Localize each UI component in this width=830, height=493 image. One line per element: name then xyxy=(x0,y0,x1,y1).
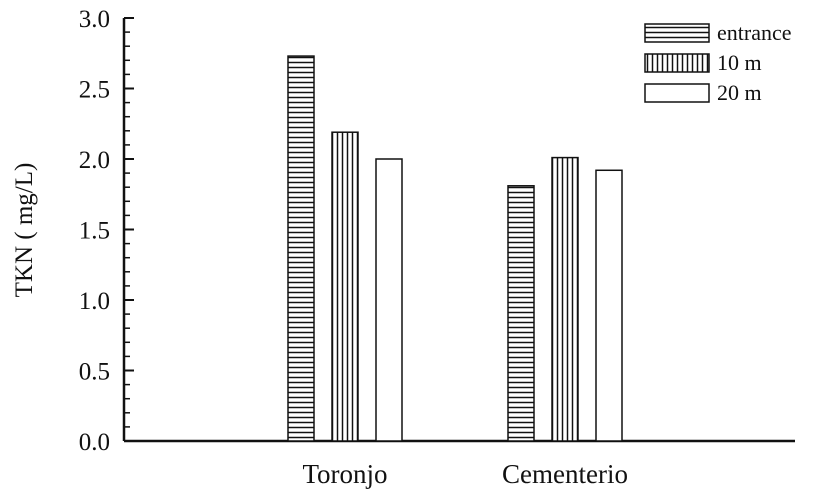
legend-swatch xyxy=(644,83,710,103)
legend-label: 10 m xyxy=(717,50,762,75)
y-tick-label: 2.5 xyxy=(79,77,110,104)
bar-cementerio-entrance xyxy=(507,185,535,442)
y-tick-label: 3.0 xyxy=(79,6,110,33)
y-tick-label: 0.5 xyxy=(79,359,110,386)
x-tick-labels: Toronjo Cementerio xyxy=(302,459,628,489)
y-tick-label: 1.5 xyxy=(79,218,110,245)
legend: entrance 10 m 20 m xyxy=(644,20,792,105)
bar-cementerio-10m xyxy=(551,156,579,442)
legend-swatch xyxy=(644,23,710,43)
y-tick-label: 0.0 xyxy=(79,429,110,456)
y-tick-label: 2.0 xyxy=(79,147,110,174)
bar-toronjo-10m xyxy=(331,131,359,442)
legend-label: entrance xyxy=(717,20,792,45)
bar-cementerio-20m xyxy=(595,169,623,442)
legend-label: 20 m xyxy=(717,80,762,105)
y-axis-title: TKN ( mg/L) xyxy=(11,163,38,298)
x-tick-label: Toronjo xyxy=(302,459,387,489)
bar-toronjo-entrance xyxy=(287,55,315,442)
x-tick-label: Cementerio xyxy=(502,459,628,489)
y-tick-label: 1.0 xyxy=(79,288,110,315)
legend-swatch xyxy=(644,53,710,73)
bars xyxy=(287,55,623,442)
bar-toronjo-20m xyxy=(375,158,403,442)
y-axis: 0.0 0.5 1.0 1.5 2.0 2.5 3.0 xyxy=(79,6,134,456)
